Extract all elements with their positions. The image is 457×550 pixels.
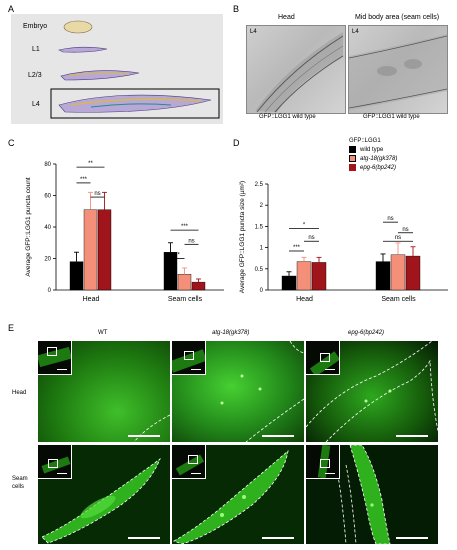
panel-b-letter: B — [233, 4, 240, 14]
image-atg18-seam — [172, 445, 304, 544]
y-tick-label: 0.5 — [255, 267, 264, 273]
y-tick-label: 1 — [260, 246, 264, 252]
head-dic-image: L4 — [246, 25, 346, 114]
y-tick-label: 2.5 — [255, 182, 264, 188]
l23-worm-shape — [60, 70, 140, 81]
x-category-label: Head — [83, 296, 100, 303]
scalebar — [262, 435, 294, 437]
bar — [311, 262, 327, 291]
y-tick-label: 60 — [44, 194, 51, 200]
x-category-label: Seam cells — [381, 296, 416, 303]
column-label-epg6: epg-6(bp242) — [348, 330, 385, 336]
bar — [281, 275, 297, 291]
legend: GFP::LGG1 wild type atg-18(gk378) epg-6(… — [349, 138, 397, 171]
head-caption: GFP::LGG1 wild type — [259, 114, 316, 120]
panel-e-letter: E — [8, 323, 15, 333]
legend-title: GFP::LGG1 — [349, 138, 381, 144]
significance-label: ns — [94, 191, 100, 197]
scalebar — [128, 537, 160, 539]
stage-label-l4: L4 — [32, 101, 40, 108]
inset-atg18-seam — [172, 445, 206, 479]
image-wt-seam — [38, 445, 170, 544]
legend-swatch — [349, 155, 356, 162]
column-label-wt: WT — [98, 330, 108, 336]
y-tick-label: 40 — [44, 225, 51, 231]
image-epg6-head — [306, 341, 438, 442]
scalebar — [128, 435, 160, 437]
stage-label-l23: L2/3 — [28, 72, 42, 79]
y-tick-label: 2 — [260, 203, 264, 209]
bar — [69, 261, 84, 291]
y-tick-label: 80 — [44, 162, 51, 168]
x-category-label: Seam cells — [168, 296, 203, 303]
y-axis-label: Average GFP::LGG1 puncta size (µm²) — [239, 181, 246, 293]
bar — [390, 254, 406, 291]
midbody-caption: GFP::LGG1 wild type — [363, 114, 420, 120]
significance-label: * — [303, 223, 306, 229]
y-tick-label: 0 — [260, 288, 264, 294]
midbody-stage-tag: L4 — [352, 29, 359, 35]
significance-label: ns — [387, 216, 393, 222]
stage-label-l1: L1 — [32, 46, 40, 53]
l4-highlight-box — [50, 88, 220, 119]
legend-swatch — [349, 164, 356, 171]
image-wt-head — [38, 341, 170, 442]
panel-b-mid-title: Mid body area (seam cells) — [355, 14, 440, 21]
bar — [191, 281, 206, 291]
significance-label: ns — [402, 227, 408, 233]
scalebar — [396, 435, 428, 437]
significance-label: *** — [181, 224, 189, 230]
bar — [375, 261, 391, 291]
legend-entry-epg6: epg-6(bp242) — [349, 164, 397, 171]
panel-b-head-title: Head — [278, 14, 295, 21]
worm-stages-diagram — [50, 20, 220, 119]
column-label-atg18: atg-18(gk378) — [212, 330, 250, 336]
row-label-head: Head — [12, 390, 27, 396]
significance-label: ** — [88, 161, 93, 167]
bar — [83, 209, 98, 291]
panel-a-letter: A — [8, 4, 15, 14]
panel-c-letter: C — [8, 138, 15, 148]
significance-label: *** — [293, 245, 301, 251]
inset-epg6-head — [306, 341, 340, 375]
l1-worm-shape — [58, 46, 108, 53]
image-epg6-seam — [306, 445, 438, 544]
x-category-label: Head — [296, 296, 313, 303]
head-stage-tag: L4 — [250, 29, 257, 35]
significance-label: ns — [308, 235, 314, 241]
bar — [97, 209, 112, 291]
legend-entry-atg18: atg-18(gk378) — [349, 155, 397, 162]
embryo-shape — [63, 20, 93, 34]
y-tick-label: 0 — [48, 288, 52, 294]
y-tick-label: 1.5 — [255, 224, 264, 230]
significance-label: ns — [188, 238, 194, 244]
midbody-dic-image: L4 — [348, 25, 448, 114]
scalebar — [262, 537, 294, 539]
panel-d-letter: D — [233, 138, 240, 148]
image-atg18-head — [172, 341, 304, 442]
bar — [296, 261, 312, 291]
inset-epg6-seam — [306, 445, 340, 479]
y-axis-label: Average GFP::LGG1 puncta count — [25, 177, 32, 276]
panel-a-background: Embryo L1 L2/3 L4 — [11, 14, 223, 124]
legend-swatch — [349, 146, 356, 153]
significance-label: *** — [80, 177, 88, 183]
significance-label: ** — [175, 253, 180, 259]
inset-wt-head — [38, 341, 72, 375]
row-label-seam-cells: Seam cells — [12, 476, 28, 490]
y-tick-label: 20 — [44, 257, 51, 263]
bar — [177, 274, 192, 291]
chart-d-puncta-size: 0 0.5 1 1.5 2 2.5 Average GFP::LGG1 puncta siz… — [239, 181, 448, 303]
bar — [405, 255, 421, 291]
scalebar — [396, 537, 428, 539]
legend-entry-wild-type: wild type — [349, 146, 397, 153]
stage-label-embryo: Embryo — [23, 23, 48, 30]
inset-atg18-head — [172, 341, 206, 375]
significance-label: ns — [395, 235, 401, 241]
inset-wt-seam — [38, 445, 72, 479]
